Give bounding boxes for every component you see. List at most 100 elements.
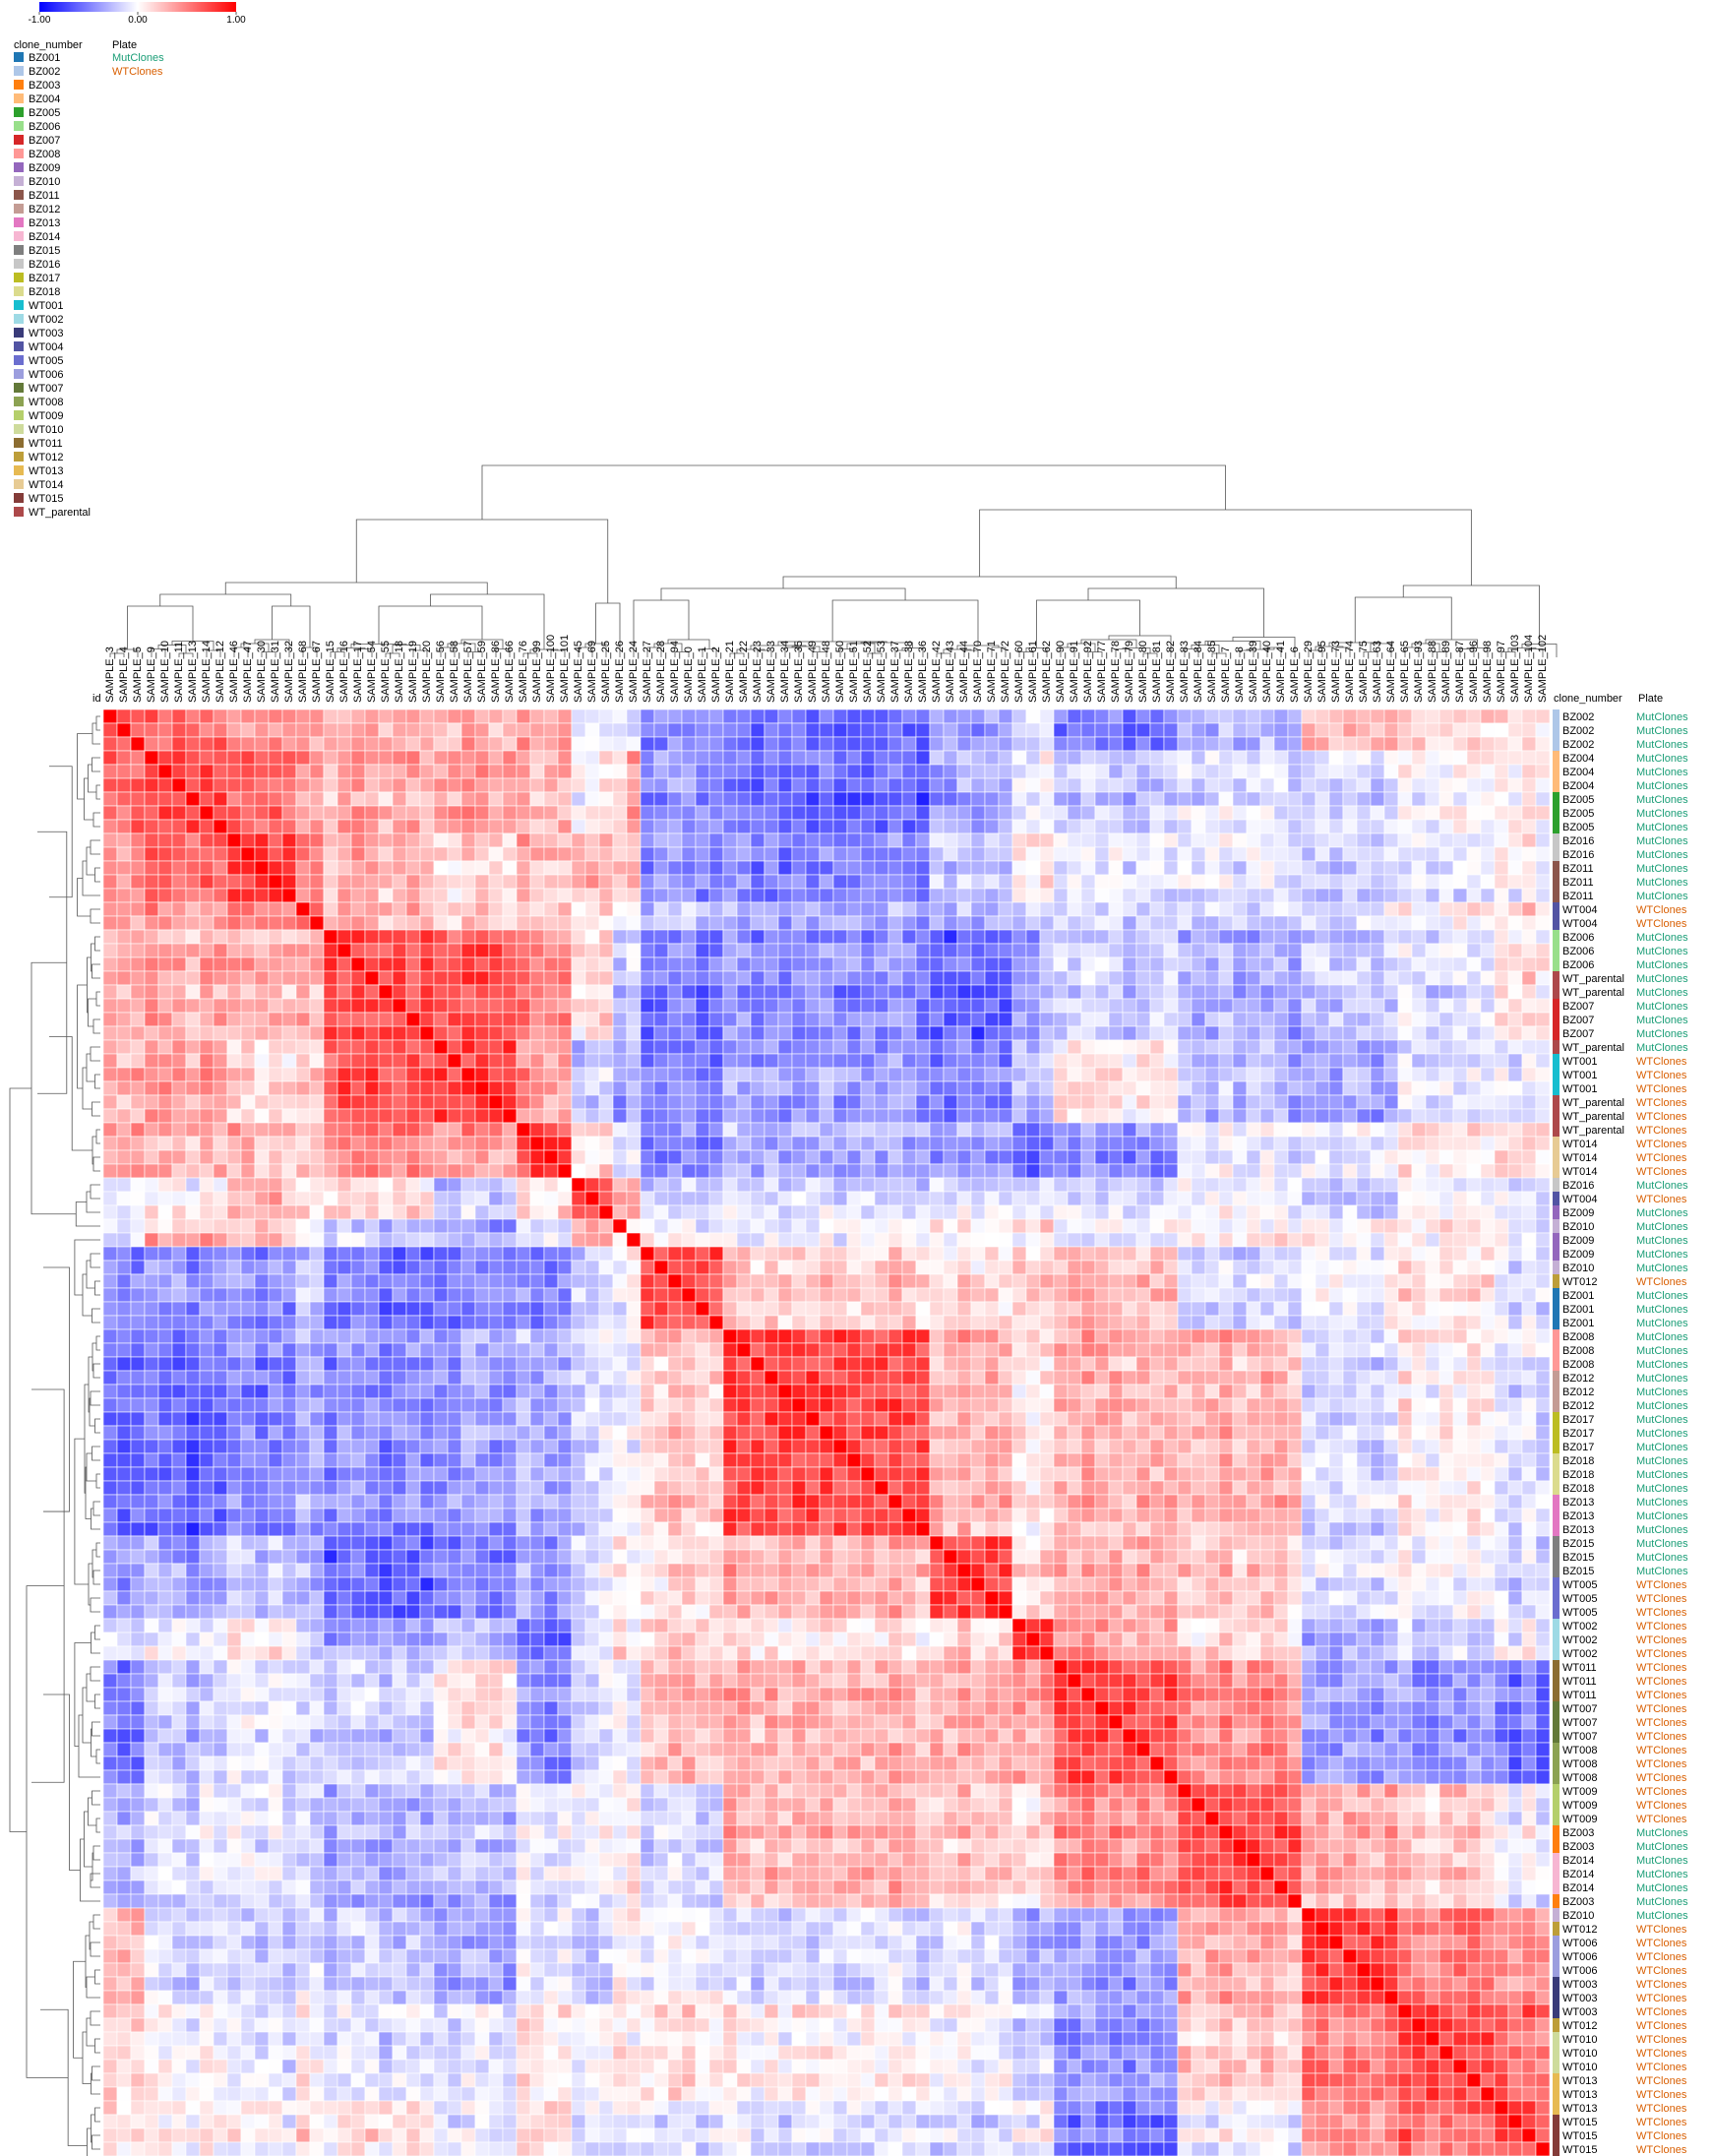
heatmap-cell: [1204, 1094, 1220, 1110]
heatmap-cell: [874, 1246, 889, 1262]
heatmap-cell: [447, 736, 462, 752]
heatmap-cell: [116, 1301, 132, 1317]
heatmap-cell: [901, 1025, 917, 1041]
heatmap-cell: [1011, 819, 1027, 834]
heatmap-cell: [1494, 984, 1509, 1000]
clone-legend-swatch: [14, 300, 24, 310]
heatmap-cell: [998, 1163, 1013, 1179]
heatmap-cell: [832, 819, 848, 834]
heatmap-cell: [1438, 1122, 1454, 1138]
heatmap-cell: [791, 805, 807, 821]
heatmap-cell: [543, 1149, 559, 1165]
heatmap-cell: [943, 1204, 958, 1220]
heatmap-cell: [1067, 901, 1082, 917]
heatmap-cell: [1080, 1067, 1096, 1082]
heatmap-cell: [887, 1287, 903, 1303]
heatmap-cell: [474, 970, 490, 986]
heatmap-cell: [915, 874, 931, 890]
heatmap-cell: [130, 1039, 146, 1055]
heatmap-cell: [695, 929, 710, 945]
heatmap-cell: [171, 722, 187, 738]
heatmap-cell: [254, 1301, 270, 1317]
heatmap-cell: [1535, 805, 1551, 821]
heatmap-cell: [805, 1301, 821, 1317]
heatmap-cell: [474, 764, 490, 779]
heatmap-cell: [350, 764, 366, 779]
column-label: SAMPLE_28: [655, 641, 667, 703]
heatmap-cell: [102, 1218, 118, 1234]
heatmap-cell: [1108, 736, 1124, 752]
heatmap-cell: [419, 860, 435, 876]
heatmap-cell: [1039, 777, 1055, 793]
heatmap-cell: [1452, 736, 1468, 752]
heatmap-cell: [681, 1163, 697, 1179]
heatmap-cell: [874, 1191, 889, 1206]
heatmap-cell: [970, 819, 986, 834]
heatmap-cell: [1287, 722, 1303, 738]
heatmap-cell: [336, 943, 352, 958]
heatmap-cell: [226, 1273, 242, 1289]
heatmap-cell: [378, 1094, 394, 1110]
heatmap-cell: [378, 1039, 394, 1055]
heatmap-cell: [323, 1122, 338, 1138]
heatmap-cell: [144, 984, 159, 1000]
heatmap-cell: [667, 888, 683, 903]
heatmap-cell: [956, 736, 972, 752]
heatmap-cell: [943, 860, 958, 876]
heatmap-cell: [667, 832, 683, 848]
heatmap-cell: [1108, 1012, 1124, 1027]
heatmap-cell: [984, 1053, 1000, 1069]
heatmap-cell: [419, 1122, 435, 1138]
heatmap-cell: [998, 819, 1013, 834]
clone-legend-label: BZ001: [29, 52, 60, 64]
heatmap-cell: [350, 1067, 366, 1082]
heatmap-cell: [309, 846, 325, 862]
dendrogram-link: [94, 1418, 100, 1434]
heatmap-cell: [378, 915, 394, 931]
heatmap-cell: [1067, 915, 1082, 931]
column-label: SAMPLE_71: [986, 641, 998, 703]
heatmap-cell: [626, 1246, 642, 1262]
heatmap-cell: [502, 1094, 518, 1110]
heatmap-cell: [1301, 901, 1316, 917]
heatmap-cell: [1039, 888, 1055, 903]
heatmap-cell: [1191, 1218, 1206, 1234]
heatmap-cell: [874, 915, 889, 931]
heatmap-cell: [1163, 1301, 1179, 1317]
heatmap-cell: [1397, 998, 1413, 1014]
heatmap-cell: [791, 901, 807, 917]
dendrogram-link: [75, 1201, 100, 1227]
heatmap-cell: [860, 874, 876, 890]
heatmap-cell: [1383, 915, 1399, 931]
heatmap-cell: [653, 1039, 669, 1055]
dendrogram-link: [90, 1046, 100, 1062]
heatmap-cell: [529, 1204, 545, 1220]
heatmap-cell: [998, 764, 1013, 779]
heatmap-cell: [1535, 1080, 1551, 1096]
heatmap-cell: [557, 860, 573, 876]
heatmap-cell: [1315, 832, 1330, 848]
heatmap-cell: [1094, 777, 1110, 793]
heatmap-cell: [915, 764, 931, 779]
heatmap-cell: [681, 1012, 697, 1027]
heatmap-cell: [1328, 805, 1344, 821]
heatmap-cell: [460, 1136, 476, 1151]
heatmap-cell: [1135, 1246, 1151, 1262]
heatmap-cell: [640, 984, 655, 1000]
heatmap-cell: [1301, 860, 1316, 876]
heatmap-cell: [943, 874, 958, 890]
heatmap-cell: [1011, 998, 1027, 1014]
heatmap-cell: [1039, 846, 1055, 862]
heatmap-cell: [1425, 1108, 1440, 1124]
heatmap-cell: [364, 1232, 380, 1248]
heatmap-cell: [764, 1163, 779, 1179]
heatmap-cell: [1521, 708, 1537, 724]
heatmap-cell: [144, 1136, 159, 1151]
heatmap-cell: [874, 1080, 889, 1096]
heatmap-cell: [1053, 722, 1069, 738]
heatmap-cell: [1011, 708, 1027, 724]
heatmap-cell: [474, 846, 490, 862]
heatmap-cell: [722, 1136, 738, 1151]
heatmap-cell: [474, 1301, 490, 1317]
